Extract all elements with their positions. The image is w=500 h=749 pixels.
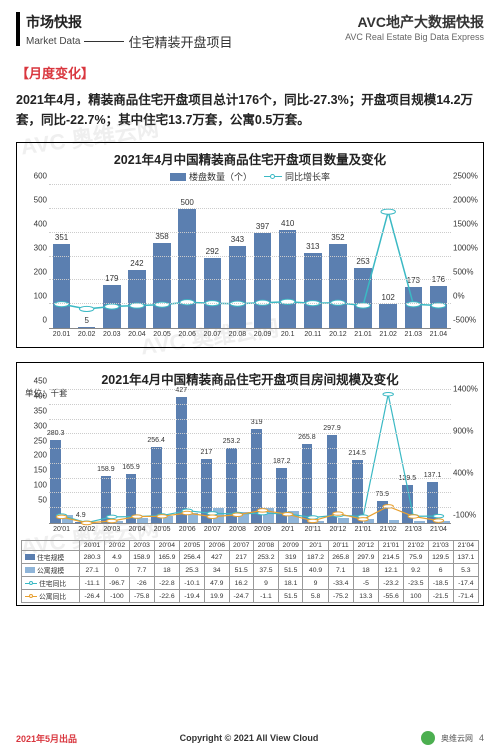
header-title-cn: 市场快报 (26, 12, 232, 32)
footer-page-num: 4 (479, 733, 484, 743)
page-header: 市场快报 Market Data 住宅精装开盘项目 AVC地产大数据快报 AVC… (16, 12, 484, 51)
chart1-container: 2021年4月中国精装商品住宅开盘项目数量及变化 楼盘数量（个） 同比增长率 0… (16, 142, 484, 348)
footer-wechat-label: 奥维云网 (441, 733, 473, 744)
chart1-bars: 3515179242358500292343397410313352253102… (49, 185, 451, 328)
header-subtitle: 住宅精装开盘项目 (128, 32, 232, 51)
chart1-legend-bar-swatch (170, 173, 186, 181)
chart2-data-table: 20'0120'0220'0320'0420'0520'0620'0720'08… (21, 540, 479, 603)
chart1-legend: 楼盘数量（个） 同比增长率 (19, 170, 481, 183)
header-title-en: Market Data (26, 36, 80, 47)
chart2-title: 2021年4月中国精装商品住宅开盘项目房间规模及变化 (19, 369, 481, 388)
chart2-plot: 50100150200250300350400450 -100%400%900%… (19, 390, 481, 540)
chart1-legend-line-swatch (264, 176, 282, 177)
chart1-plot-area: 3515179242358500292343397410313352253102… (49, 185, 451, 329)
wechat-icon (421, 731, 435, 745)
chart2-x-labels: 20'0120'0220'0320'0420'0520'0620'0720'08… (49, 526, 451, 540)
chart1-plot: 0100200300400500600 -500%0%500%1000%1500… (19, 185, 481, 345)
chart2-bars: 280.34.9158.9165.9256.4427217253.2319187… (49, 390, 451, 523)
chart1-x-labels: 20.0120.0220.0320.0420.0520.0620.0720.08… (49, 331, 451, 345)
chart2-container: 单位：千套 2021年4月中国精装商品住宅开盘项目房间规模及变化 5010015… (16, 362, 484, 606)
page-footer: 2021年5月出品 Copyright © 2021 All View Clou… (0, 727, 500, 749)
chart2-y-right: -100%400%900%1400% (453, 390, 481, 524)
header-right-cn: AVC地产大数据快报 (345, 12, 484, 32)
chart1-y-left: 0100200300400500600 (19, 185, 47, 329)
section-label: 【月度变化】 (16, 63, 484, 82)
chart1-legend-bar-label: 楼盘数量（个） (189, 170, 252, 183)
header-right-en: AVC Real Estate Big Data Express (345, 32, 484, 42)
chart2-y-left: 50100150200250300350400450 (19, 390, 47, 524)
chart2-plot-area: 280.34.9158.9165.9256.4427217253.2319187… (49, 390, 451, 524)
chart1-title: 2021年4月中国精装商品住宅开盘项目数量及变化 (19, 149, 481, 168)
footer-left: 2021年5月出品 (16, 732, 77, 745)
header-accent-bar (16, 12, 20, 46)
body-text: 2021年4月，精装商品住宅开盘项目总计176个，同比-27.3%；开盘项目规模… (16, 90, 484, 130)
chart1-legend-line-label: 同比增长率 (285, 170, 330, 183)
footer-copyright: Copyright © 2021 All View Cloud (180, 733, 319, 743)
chart1-y-right: -500%0%500%1000%1500%2000%2500% (453, 185, 481, 329)
